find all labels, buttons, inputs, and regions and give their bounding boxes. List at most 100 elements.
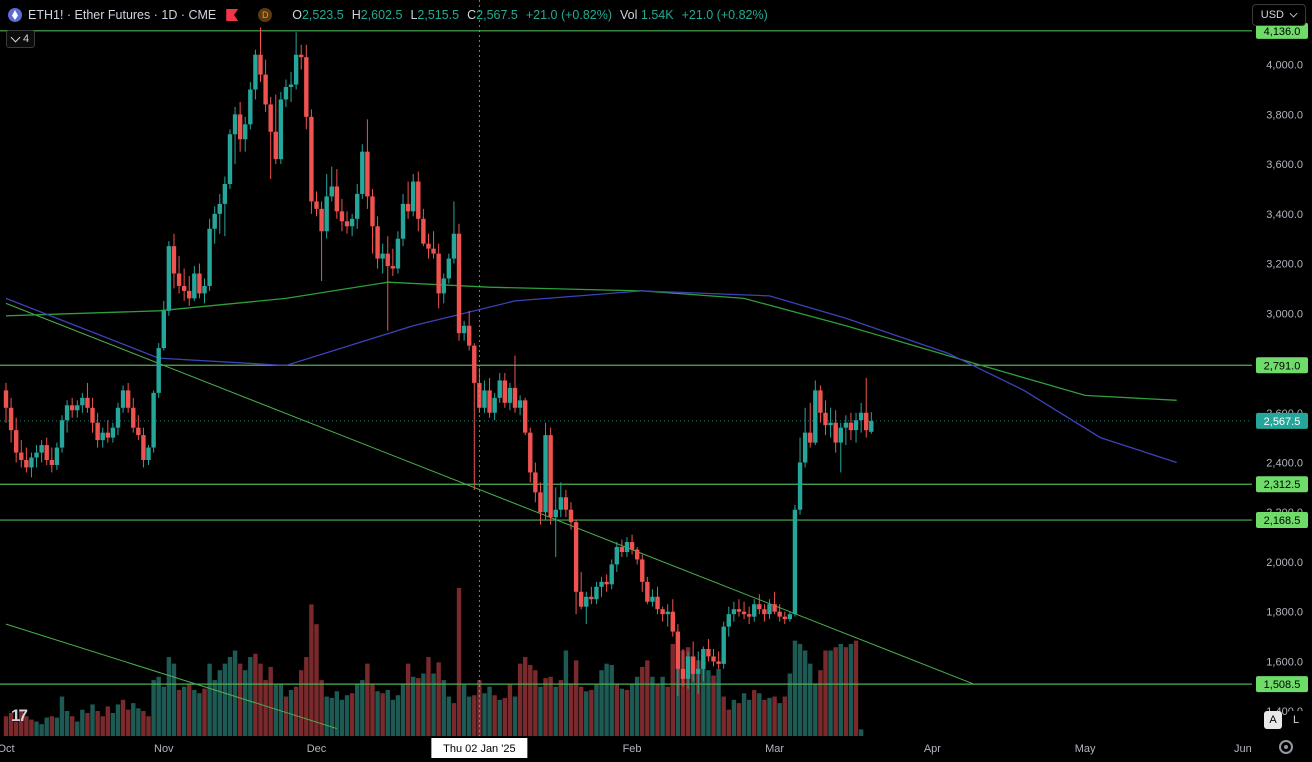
volume-bar (543, 678, 548, 736)
candle-body (24, 460, 29, 468)
candle-body (752, 604, 757, 617)
volume-bar (823, 650, 828, 736)
candle-body (802, 432, 808, 463)
volume-bar (207, 663, 212, 736)
candle-body (44, 445, 49, 460)
volume-bar (426, 657, 431, 736)
candle-body (115, 407, 121, 428)
time-axis: Oct Nov Dec Feb Mar Apr May Jun Thu 02 Jan '25 (0, 736, 1312, 762)
candle-body (416, 181, 421, 219)
volume-bar (181, 686, 187, 736)
chevron-down-icon (10, 32, 21, 43)
candle-body (411, 181, 416, 212)
volume-bar (80, 709, 85, 736)
candle-body (808, 432, 813, 443)
volume-bar (594, 684, 599, 736)
volume-bar (360, 680, 365, 736)
volume-bar (777, 703, 782, 736)
candle-body (848, 422, 854, 431)
currency-select[interactable]: USD (1251, 4, 1306, 26)
volume-bar (222, 663, 228, 736)
volume-bar (105, 706, 110, 736)
candle-body (380, 253, 385, 259)
x-tick-label: Dec (307, 743, 327, 755)
volume-bar (120, 699, 126, 736)
volume-bar (125, 709, 131, 736)
volume-bar (273, 684, 278, 736)
volume-bar (726, 709, 731, 736)
candle-body (472, 345, 477, 383)
volume-bar (100, 716, 105, 736)
volume-bar (156, 676, 161, 736)
volume-bar (568, 683, 574, 736)
volume-bar (141, 711, 146, 736)
candle-body (273, 131, 278, 160)
volume-bar (329, 697, 334, 736)
log-scale-button[interactable]: L (1287, 711, 1305, 729)
candle-body (497, 380, 502, 398)
candle-body (858, 412, 864, 421)
candle-body (731, 609, 737, 615)
level-label: 1,508.5 (1264, 679, 1301, 691)
gear-icon[interactable] (1279, 740, 1293, 754)
candle-body (54, 447, 60, 465)
candles (3, 27, 874, 697)
tradingview-logo[interactable]: 17 (11, 706, 28, 725)
volume-bar (558, 680, 564, 736)
candle-body (288, 84, 294, 88)
volume-bar (380, 693, 385, 736)
y-tick-label: 3,400.0 (1266, 209, 1303, 221)
indicators-toggle[interactable]: 4 (6, 30, 36, 48)
candle-body (125, 390, 131, 408)
auto-scale-button[interactable]: A (1264, 711, 1282, 729)
candle-body (528, 432, 533, 473)
volume-bar (472, 695, 477, 736)
volume-bar (49, 716, 55, 736)
volume-bar (166, 657, 172, 736)
candle-body (665, 611, 670, 615)
volume-bar (711, 675, 716, 736)
candle-body (864, 412, 869, 431)
candle-body (573, 522, 579, 592)
flag-icon[interactable] (226, 9, 239, 21)
level-label: 2,312.5 (1264, 479, 1301, 491)
candle-body (278, 99, 284, 160)
candle-body (8, 407, 14, 431)
volume-bar (461, 684, 467, 736)
candle-body (400, 203, 406, 239)
volume-bar (614, 683, 619, 736)
symbol-title[interactable]: ETH1! · Ether Futures · 1D · CME (28, 8, 217, 22)
volume-bar (161, 686, 166, 736)
volume-bar (858, 729, 864, 736)
volume-bar (421, 673, 426, 736)
candle-body (268, 104, 273, 132)
x-tick-label: Mar (765, 743, 784, 755)
volume-bar (304, 657, 309, 736)
volume-bar (334, 691, 340, 736)
candle-body (146, 447, 151, 460)
candle-body (772, 604, 777, 612)
volume-bar (685, 647, 691, 736)
volume-bar (85, 712, 90, 736)
level-label: 2,791.0 (1264, 360, 1301, 372)
candle-body (176, 273, 182, 286)
candle-body (645, 581, 650, 602)
candle-body (59, 420, 65, 448)
candle-body (589, 596, 594, 600)
candle-body (141, 435, 146, 460)
candle-body (716, 661, 721, 664)
volume-bar (609, 664, 614, 736)
volume-bar (548, 676, 553, 736)
currency-label: USD (1260, 9, 1284, 21)
volume-bar (629, 683, 635, 736)
candle-body (344, 221, 350, 227)
candle-body (365, 151, 370, 197)
volume-bar (436, 662, 441, 736)
dividend-badge[interactable]: D (258, 8, 273, 22)
candle-body (619, 547, 625, 552)
volume-bar (736, 703, 742, 736)
candle-body (339, 211, 345, 222)
volume-bar (136, 708, 141, 736)
symbol-legend: ETH1! · Ether Futures · 1D · CME D O2,52… (8, 6, 768, 24)
